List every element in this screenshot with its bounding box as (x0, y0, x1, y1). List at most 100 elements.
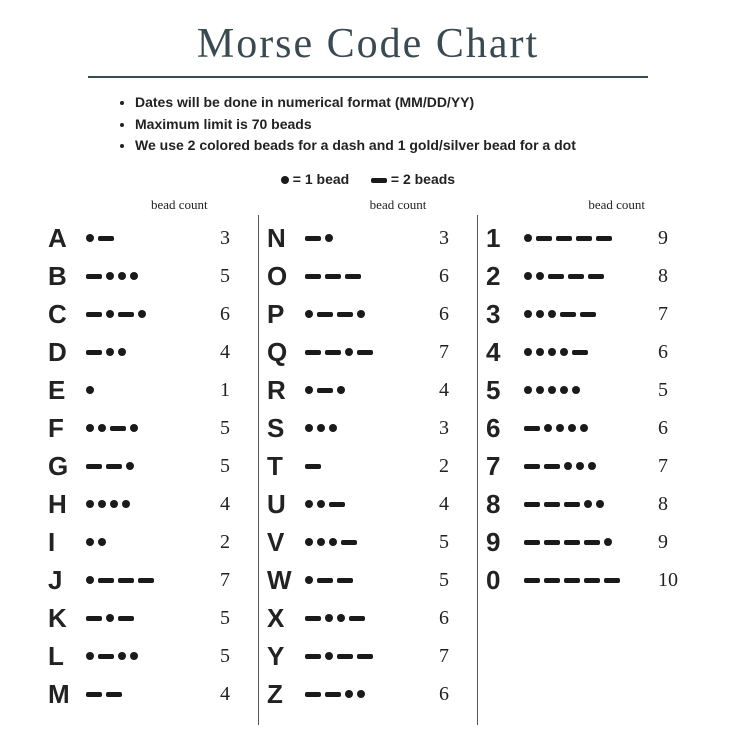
dot-icon (305, 500, 313, 508)
char-label: I (48, 527, 82, 558)
dash-icon (305, 654, 321, 659)
bead-count: 6 (439, 607, 469, 630)
char-label: W (267, 565, 301, 596)
dash-icon (305, 464, 321, 469)
morse-code (82, 462, 220, 470)
dash-icon (357, 654, 373, 659)
dash-icon (86, 350, 102, 355)
note-item: Maximum limit is 70 beads (135, 114, 696, 136)
dot-icon (86, 652, 94, 660)
dot-icon (560, 386, 568, 394)
note-item: We use 2 colored beads for a dash and 1 … (135, 135, 696, 157)
dot-icon (345, 348, 353, 356)
title-divider (88, 76, 648, 78)
dash-icon (371, 178, 387, 183)
dash-icon (560, 312, 576, 317)
dot-icon (281, 176, 289, 184)
morse-code (520, 310, 658, 318)
dash-icon (106, 464, 122, 469)
bead-count: 4 (220, 683, 250, 706)
char-label: Z (267, 679, 301, 710)
dot-icon (536, 386, 544, 394)
bead-count: 6 (439, 683, 469, 706)
char-label: M (48, 679, 82, 710)
dash-icon (544, 540, 560, 545)
dash-icon (325, 350, 341, 355)
dash-icon (325, 692, 341, 697)
dash-icon (305, 236, 321, 241)
chart-row: R4 (267, 371, 469, 409)
dot-icon (317, 424, 325, 432)
morse-code (520, 272, 658, 280)
morse-code (82, 348, 220, 356)
char-label: 1 (486, 223, 520, 254)
bead-count: 5 (220, 265, 250, 288)
bead-count: 10 (658, 569, 688, 592)
dash-icon (524, 464, 540, 469)
bead-count: 1 (220, 379, 250, 402)
morse-code (301, 310, 439, 318)
dot-icon (524, 348, 532, 356)
page-title: Morse Code Chart (40, 20, 696, 68)
bead-count: 7 (658, 455, 688, 478)
dash-icon (524, 502, 540, 507)
char-label: H (48, 489, 82, 520)
chart-row: 28 (486, 257, 688, 295)
char-label: 4 (486, 337, 520, 368)
char-label: D (48, 337, 82, 368)
char-label: 8 (486, 489, 520, 520)
dash-icon (98, 236, 114, 241)
dash-icon (524, 578, 540, 583)
bead-count: 6 (439, 303, 469, 326)
dot-icon (317, 538, 325, 546)
dash-icon (98, 578, 114, 583)
bead-count: 9 (658, 531, 688, 554)
dash-icon (317, 578, 333, 583)
bead-count: 3 (439, 227, 469, 250)
dot-icon (564, 462, 572, 470)
dot-icon (118, 652, 126, 660)
chart-row: K5 (48, 599, 250, 637)
dash-icon (588, 274, 604, 279)
morse-code (301, 464, 439, 469)
morse-code (82, 500, 220, 508)
char-label: E (48, 375, 82, 406)
bead-count: 6 (658, 417, 688, 440)
chart-row: 55 (486, 371, 688, 409)
column-headers: bead count bead count bead count (40, 197, 696, 213)
bead-count: 3 (220, 227, 250, 250)
legend: = 1 bead = 2 beads (40, 171, 696, 187)
morse-code (301, 234, 439, 242)
dot-icon (524, 386, 532, 394)
dash-icon (305, 350, 321, 355)
dot-icon (588, 462, 596, 470)
dash-icon (86, 464, 102, 469)
chart-row: 99 (486, 523, 688, 561)
dot-icon (86, 500, 94, 508)
bead-count: 5 (220, 607, 250, 630)
dash-icon (325, 274, 341, 279)
chart-row: J7 (48, 561, 250, 599)
char-label: C (48, 299, 82, 330)
dot-icon (130, 652, 138, 660)
bead-count: 6 (658, 341, 688, 364)
morse-code (520, 500, 658, 508)
dot-icon (317, 500, 325, 508)
chart-row: A3 (48, 219, 250, 257)
char-label: X (267, 603, 301, 634)
morse-code (520, 578, 658, 583)
morse-code (82, 692, 220, 697)
morse-code (520, 538, 658, 546)
dot-icon (305, 424, 313, 432)
morse-code (520, 234, 658, 242)
chart-row: 19 (486, 219, 688, 257)
morse-code (82, 424, 220, 432)
bead-count: 3 (439, 417, 469, 440)
bead-count: 6 (439, 265, 469, 288)
dot-icon (584, 500, 592, 508)
morse-code (520, 424, 658, 432)
dash-icon (337, 312, 353, 317)
dash-icon (138, 578, 154, 583)
chart-row: 66 (486, 409, 688, 447)
dash-icon (118, 312, 134, 317)
